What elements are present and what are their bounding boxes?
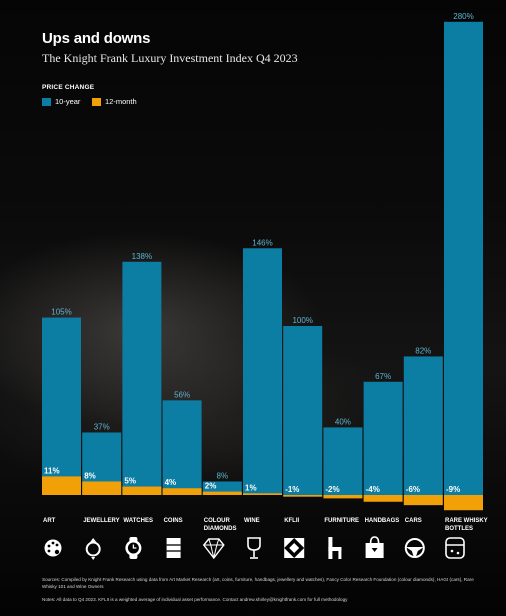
label-12-month-furniture: -2% <box>325 485 339 494</box>
label-10-year-rare-whisky-bottles: 280% <box>453 12 473 21</box>
label-10-year-art: 105% <box>51 308 71 317</box>
label-12-month-watches: 5% <box>124 477 136 486</box>
label-10-year-furniture: 40% <box>335 417 351 426</box>
category-label-art: ART <box>43 518 56 524</box>
category-label-cars: CARS <box>405 518 422 524</box>
label-10-year-watches: 138% <box>132 252 152 261</box>
label-10-year-coins: 56% <box>174 390 190 399</box>
bar-12-month-cars <box>403 495 443 506</box>
bar-12-month-furniture <box>323 495 363 499</box>
bar-10-year-wine <box>243 248 282 495</box>
bar-12-month-wine <box>243 493 282 495</box>
methodology-note: Notes: All data to Q4 2023. KFLII is a w… <box>42 597 348 602</box>
category-label-kflii: KFLII <box>284 518 299 524</box>
category-label-furniture: FURNITURE <box>324 518 359 524</box>
legend-item-12-month: 12-month <box>92 97 137 106</box>
bar-12-month-watches <box>122 486 162 495</box>
legend-item-10-year: 10-year <box>42 97 80 106</box>
category-label-rare-whisky-bottles: RARE WHISKY <box>445 518 488 524</box>
kflii-icon <box>284 538 305 558</box>
bar-10-year-coins <box>162 400 202 495</box>
bar-10-year-cars <box>403 356 443 495</box>
legend-label-10-year: 10-year <box>55 97 81 106</box>
label-12-month-art: 11% <box>44 466 60 475</box>
chart-title: Ups and downs <box>42 30 151 47</box>
bar-12-month-jewellery <box>82 481 122 495</box>
bar-12-month-kflii <box>283 495 323 497</box>
bar-12-month-colour-diamonds <box>202 491 242 495</box>
category-label-coins: COINS <box>164 518 183 524</box>
label-10-year-handbags: 67% <box>375 372 391 381</box>
watch-icon <box>125 537 142 559</box>
bar-10-year-kflii <box>283 326 323 495</box>
bar-12-month-handbags <box>363 495 403 502</box>
bar-12-month-coins <box>162 488 202 495</box>
label-12-month-coins: 4% <box>165 478 177 487</box>
wine-glass-icon <box>247 537 261 559</box>
category-label-colour-diamonds: DIAMONDS <box>204 526 237 532</box>
category-label-rare-whisky-bottles: BOTTLES <box>445 526 473 532</box>
handbag-icon <box>365 536 384 558</box>
legend-swatch-12-month <box>92 97 101 106</box>
category-label-colour-diamonds: COLOUR <box>204 518 231 524</box>
whisky-bottle-icon <box>445 537 465 559</box>
category-label-handbags: HANDBAGS <box>365 518 400 524</box>
bar-10-year-furniture <box>323 427 363 495</box>
bar-10-year-watches <box>122 261 162 495</box>
palette-icon <box>44 539 62 557</box>
label-12-month-kflii: -1% <box>285 485 299 494</box>
coins-icon <box>166 538 181 558</box>
category-label-wine: WINE <box>244 518 260 524</box>
steering-wheel-icon <box>404 538 425 558</box>
legend-label-12-month: 12-month <box>105 97 137 106</box>
chair-icon <box>328 537 342 559</box>
legend-title: PRICE CHANGE <box>42 84 95 91</box>
bar-10-year-art <box>42 317 81 495</box>
diamond-icon <box>202 538 225 560</box>
chart-subtitle: The Knight Frank Luxury Investment Index… <box>42 51 298 65</box>
bar-12-month-art <box>42 476 81 495</box>
label-10-year-wine: 146% <box>252 238 272 247</box>
bar-10-year-rare-whisky-bottles <box>444 21 483 496</box>
label-10-year-jewellery: 37% <box>94 422 110 431</box>
label-10-year-kflii: 100% <box>292 316 312 325</box>
legend-swatch-10-year <box>42 97 51 106</box>
label-12-month-jewellery: 8% <box>84 471 96 480</box>
bar-10-year-handbags <box>363 381 403 495</box>
bar-12-month-rare-whisky-bottles <box>444 495 483 511</box>
label-12-month-handbags: -4% <box>366 485 380 494</box>
ring-icon <box>85 538 101 560</box>
source-note: Sources: Compiled by Knight Frank Resear… <box>42 577 474 589</box>
category-label-jewellery: JEWELLERY <box>83 518 119 524</box>
label-12-month-rare-whisky-bottles: -9% <box>446 485 460 494</box>
category-label-watches: WATCHES <box>123 518 153 524</box>
label-12-month-wine: 1% <box>245 483 257 492</box>
label-12-month-colour-diamonds: 2% <box>205 482 217 491</box>
label-12-month-cars: -6% <box>406 485 420 494</box>
label-10-year-colour-diamonds: 8% <box>217 471 229 480</box>
label-10-year-cars: 82% <box>415 346 431 355</box>
